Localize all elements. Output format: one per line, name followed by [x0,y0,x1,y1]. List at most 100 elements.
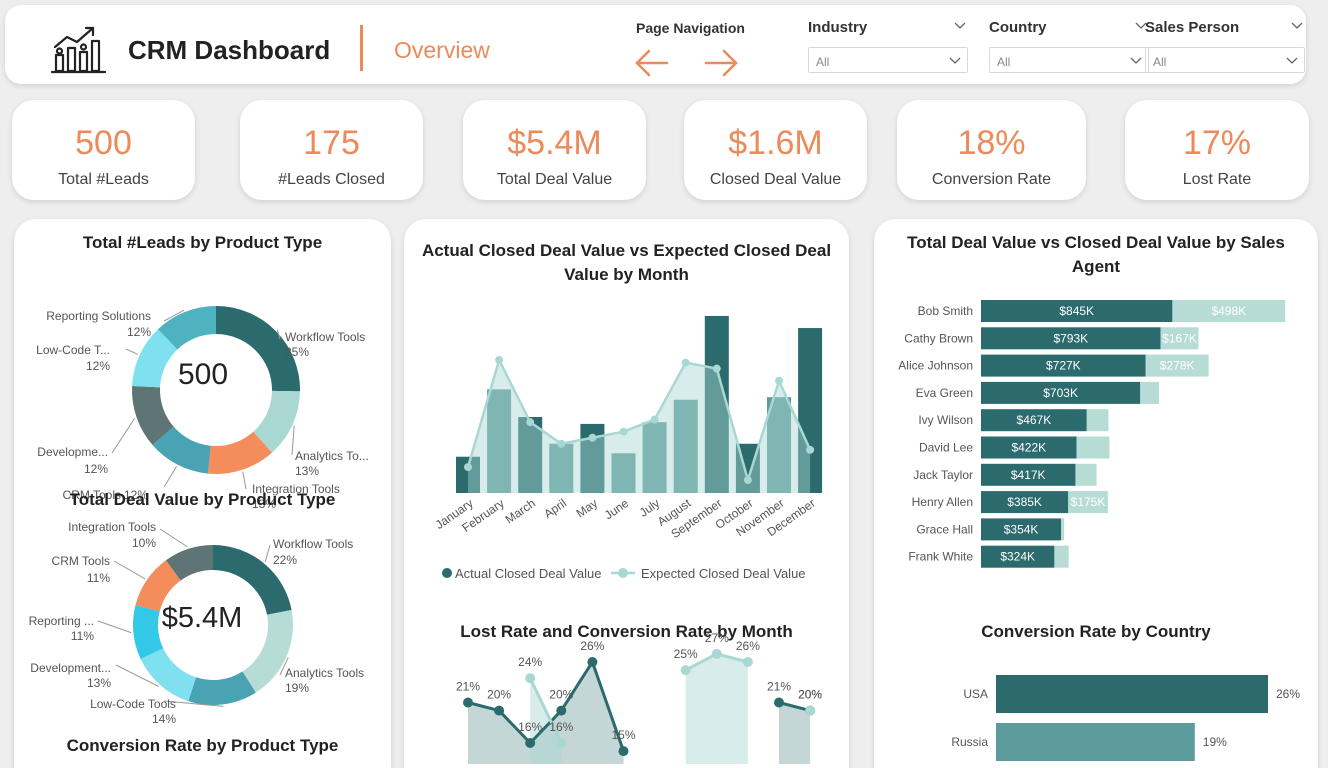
closed-value-bar[interactable] [981,463,1076,486]
expected-point[interactable] [650,415,659,424]
remaining-value-bar[interactable] [1068,491,1108,514]
bar-actual-july[interactable] [642,422,667,493]
chevron-down-icon[interactable] [954,21,966,31]
expected-point[interactable] [775,376,783,385]
remaining-value-bar[interactable] [1061,518,1065,541]
closed-value-bar[interactable] [981,436,1077,459]
remaining-value-bar[interactable] [1145,354,1209,377]
closed-value-bar[interactable] [981,300,1173,322]
donut-slice[interactable] [165,545,213,581]
remaining-value-bar[interactable] [1086,409,1109,432]
rate-point[interactable] [618,746,629,757]
bar-actual-september[interactable] [704,315,729,493]
expected-point[interactable] [588,433,597,442]
rate-point[interactable] [774,697,784,708]
arrow-right-icon[interactable] [702,45,742,81]
bar-actual-november[interactable] [767,397,791,493]
bar-actual-december[interactable] [798,328,823,493]
closed-value-bar[interactable] [981,518,1062,541]
rate-label: 24% [518,655,542,669]
chevron-down-icon[interactable] [1135,21,1147,31]
rate-point[interactable] [805,705,816,716]
remaining-value-bar[interactable] [1054,545,1069,568]
expected-point[interactable] [526,418,535,427]
industry-select[interactable]: All [808,47,968,73]
donut-slice[interactable] [242,610,293,693]
donut-slice[interactable] [135,560,181,612]
rate-point[interactable] [556,738,567,748]
rate-point[interactable] [525,738,536,748]
bar-actual-august[interactable] [673,399,698,493]
bar-actual-june[interactable] [611,453,636,493]
expected-point[interactable] [619,427,628,436]
donut-slice[interactable] [132,329,178,388]
slice-value: 11% [87,571,110,585]
closed-value-bar[interactable] [981,491,1069,514]
expected-point[interactable] [681,358,690,367]
slice-value: 25% [285,345,309,359]
rate-label: 16% [518,720,542,734]
expected-point[interactable] [495,356,504,364]
donut-slice[interactable] [213,545,292,615]
donut-slice[interactable] [158,306,216,350]
expected-point[interactable] [743,476,752,485]
expected-point[interactable] [557,439,566,448]
rate-label: 21% [767,680,791,694]
country-label: Russia [951,735,988,749]
expected-point[interactable] [712,364,721,373]
rate-point[interactable] [711,648,722,659]
remaining-value-bar[interactable] [1172,300,1286,322]
chevron-down-icon[interactable] [1291,21,1303,31]
closed-value-bar[interactable] [981,381,1141,404]
remaining-value-bar[interactable] [1160,327,1199,350]
rate-point[interactable] [463,697,473,708]
chart-title: Total #Leads by Product Type [82,233,323,252]
country-bar[interactable] [996,675,1268,713]
remaining-value-bar[interactable] [1140,381,1160,404]
bar-value-label: 19% [1203,735,1227,749]
remaining-value-bar[interactable] [1076,436,1110,459]
country-bar[interactable] [996,723,1195,761]
bar-actual-february[interactable] [487,389,512,493]
rate-point[interactable] [587,657,598,667]
donut-slice[interactable] [208,431,273,474]
donut-slice[interactable] [152,426,211,474]
leader-line [242,471,247,490]
rate-point[interactable] [742,657,753,667]
donut-slice[interactable] [253,390,300,453]
closed-value-bar[interactable] [981,327,1161,350]
donut-slice[interactable] [216,306,301,392]
slice-value: 12% [86,359,110,373]
closed-value-bar[interactable] [981,354,1146,377]
slice-label: Analytics To... [295,449,369,463]
country-select[interactable]: All [989,47,1149,73]
chart-title: Conversion Rate by Country [981,622,1211,641]
monthly-panel: Actual Closed Deal Value vs Expected Clo… [404,219,849,768]
slice-label: Integration Tools [68,520,156,534]
agent-label: Bob Smith [918,304,973,318]
expected-point[interactable] [806,445,815,454]
rate-point[interactable] [494,705,505,716]
page-title: Overview [394,37,490,63]
remaining-value-bar[interactable] [1075,463,1097,486]
sales-person-select[interactable]: All [1145,47,1305,73]
rate-point[interactable] [680,665,691,676]
title-divider [360,25,363,71]
closed-value-bar[interactable] [981,545,1055,568]
expected-point[interactable] [464,463,472,472]
rate-point[interactable] [556,705,567,716]
donut-slice[interactable] [132,386,174,446]
bar-value-label: 26% [1276,687,1300,701]
closed-value-bar[interactable] [981,409,1087,432]
donut-slice[interactable] [140,648,197,702]
kpi-label: Lost Rate [1182,171,1252,188]
rate-point[interactable] [525,673,536,684]
bar-actual-april[interactable] [549,443,574,493]
arrow-left-icon[interactable] [631,45,671,81]
slice-value: 19% [285,681,309,695]
donut-slice[interactable] [188,671,256,705]
rate-label: 20% [549,688,573,702]
donut-slice[interactable] [133,605,164,660]
rate-label: 21% [456,680,480,694]
bar-actual-march[interactable] [518,417,543,493]
